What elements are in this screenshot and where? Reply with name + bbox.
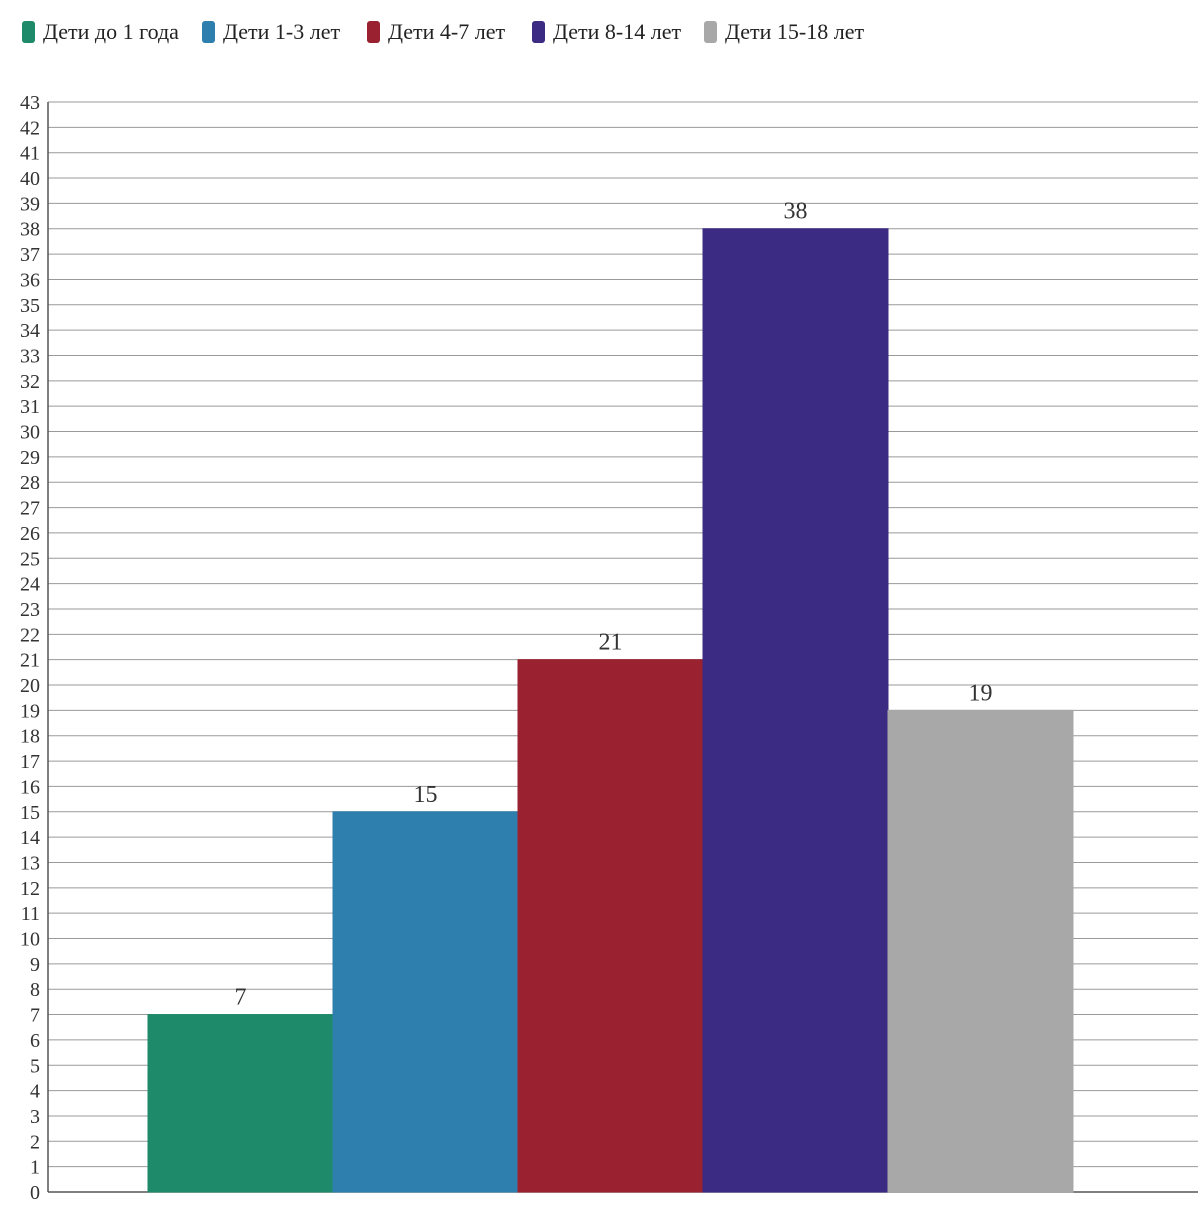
y-tick-label: 40 (20, 168, 40, 190)
y-tick-label: 15 (20, 802, 40, 824)
data-label: 21 (599, 630, 623, 656)
legend-swatch (22, 21, 35, 43)
y-tick-label: 10 (20, 929, 40, 951)
legend-item: Дети 15-18 лет (704, 12, 864, 52)
y-tick-label: 39 (20, 193, 40, 215)
y-tick-label: 24 (20, 574, 40, 596)
y-tick-label: 37 (20, 244, 40, 266)
y-tick-label: 4 (30, 1081, 40, 1103)
y-tick-label: 3 (30, 1106, 40, 1128)
legend-item: Дети 4-7 лет (367, 12, 505, 52)
y-tick-label: 38 (20, 219, 40, 241)
data-label: 15 (414, 782, 438, 808)
legend-label: Дети до 1 года (43, 19, 179, 44)
y-tick-label: 13 (20, 852, 40, 874)
y-tick-label: 31 (20, 396, 40, 418)
y-tick-label: 21 (20, 650, 40, 672)
y-tick-label: 35 (20, 295, 40, 317)
y-tick-label: 43 (20, 92, 40, 114)
data-label: 38 (784, 199, 808, 225)
y-tick-label: 29 (20, 447, 40, 469)
legend-item: Дети 1-3 лет (202, 12, 340, 52)
legend-swatch (202, 21, 215, 43)
y-tick-label: 19 (20, 700, 40, 722)
y-tick-label: 27 (20, 498, 40, 520)
y-tick-label: 16 (20, 776, 40, 798)
y-tick-label: 32 (20, 371, 40, 393)
y-tick-label: 9 (30, 954, 40, 976)
data-label: 19 (969, 680, 993, 706)
bar (147, 1014, 334, 1193)
bar (332, 811, 519, 1193)
y-tick-label: 1 (30, 1157, 40, 1179)
legend-item: Дети 8-14 лет (532, 12, 681, 52)
legend-swatch (367, 21, 380, 43)
y-tick-label: 8 (30, 979, 40, 1001)
y-tick-label: 42 (20, 117, 40, 139)
y-tick-label: 28 (20, 472, 40, 494)
y-tick-label: 36 (20, 269, 40, 291)
data-label: 7 (235, 985, 247, 1011)
y-tick-label: 2 (30, 1131, 40, 1153)
legend-label: Дети 15-18 лет (725, 19, 865, 44)
y-tick-label: 33 (20, 345, 40, 367)
y-tick-label: 18 (20, 726, 40, 748)
legend-swatch (532, 21, 545, 43)
legend-label: Дети 1-3 лет (223, 19, 341, 44)
y-tick-label: 30 (20, 422, 40, 444)
y-tick-label: 22 (20, 624, 40, 646)
y-tick-label: 6 (30, 1030, 40, 1052)
y-tick-label: 12 (20, 878, 40, 900)
bar (702, 228, 889, 1193)
legend-item: Дети до 1 года (22, 12, 179, 52)
y-tick-label: 11 (21, 903, 40, 925)
y-tick-label: 25 (20, 548, 40, 570)
chart-legend: Дети до 1 года Дети 1-3 лет Дети 4-7 лет… (22, 12, 1182, 52)
y-tick-label: 41 (20, 143, 40, 165)
y-tick-label: 20 (20, 675, 40, 697)
y-tick-label: 7 (30, 1005, 40, 1027)
y-tick-label: 34 (20, 320, 40, 342)
y-tick-label: 17 (20, 751, 40, 773)
y-tick-label: 23 (20, 599, 40, 621)
legend-label: Дети 8-14 лет (553, 19, 682, 44)
bar (517, 659, 704, 1193)
legend-label: Дети 4-7 лет (388, 19, 506, 44)
y-tick-label: 5 (30, 1055, 40, 1077)
y-tick-label: 14 (20, 827, 40, 849)
bar (887, 709, 1074, 1193)
y-tick-label: 0 (30, 1182, 40, 1204)
y-tick-label: 26 (20, 523, 40, 545)
legend-swatch (704, 21, 717, 43)
